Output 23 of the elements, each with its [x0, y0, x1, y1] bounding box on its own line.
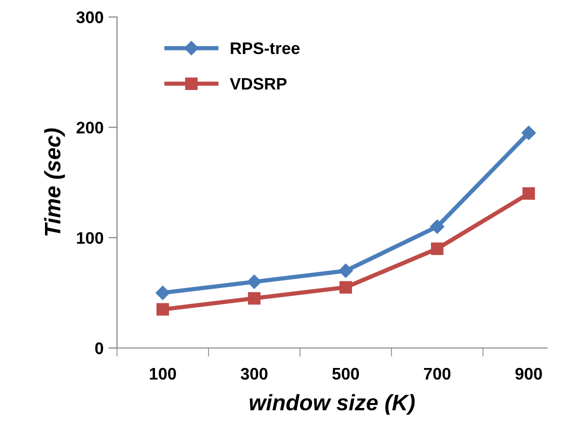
legend-label: VDSRP: [230, 78, 287, 90]
point: [430, 242, 444, 255]
legend-label: RPS-tree: [230, 42, 300, 54]
x-axis-title: window size (K): [250, 394, 415, 415]
point: [247, 274, 262, 289]
x-tick-label: 300: [240, 368, 268, 380]
x-tick-label: 100: [150, 368, 176, 380]
point: [430, 220, 444, 234]
x-tick-label: 700: [424, 368, 450, 380]
x-tick-label: 500: [332, 368, 359, 380]
y-tick-label: 0: [95, 342, 104, 354]
point: [248, 292, 260, 305]
point: [156, 286, 170, 300]
y-tick-label: 300: [76, 11, 104, 24]
point: [156, 303, 169, 316]
point: [338, 264, 353, 278]
y-tick-label: 100: [77, 232, 104, 244]
point: [522, 126, 536, 140]
y-axis-title: Time (sec): [44, 128, 65, 236]
point: [522, 187, 535, 200]
x-tick-label: 900: [515, 368, 542, 380]
point: [339, 281, 352, 294]
y-tick-label: 200: [76, 122, 104, 134]
